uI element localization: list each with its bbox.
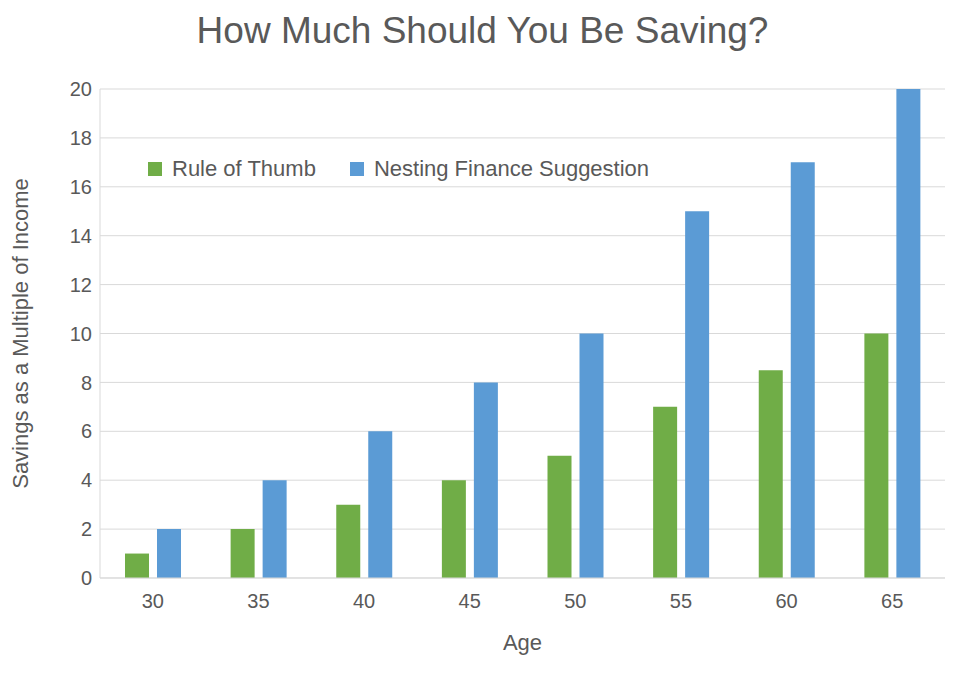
svg-text:6: 6 bbox=[81, 420, 92, 442]
svg-text:4: 4 bbox=[81, 469, 92, 491]
svg-text:55: 55 bbox=[670, 590, 692, 612]
svg-text:60: 60 bbox=[775, 590, 797, 612]
svg-text:10: 10 bbox=[70, 323, 92, 345]
svg-text:65: 65 bbox=[881, 590, 903, 612]
svg-text:30: 30 bbox=[142, 590, 164, 612]
svg-text:40: 40 bbox=[353, 590, 375, 612]
svg-text:45: 45 bbox=[459, 590, 481, 612]
html-text:Nesting Finance Suggestion: Nesting Finance Suggestion bbox=[373, 156, 650, 181]
svg-text:8: 8 bbox=[81, 372, 92, 394]
svg-text:50: 50 bbox=[564, 590, 586, 612]
html-text:How Much Should You Be Saving?: How Much Should You Be Saving? bbox=[196, 10, 769, 51]
svg-text:14: 14 bbox=[70, 225, 92, 247]
svg-text:12: 12 bbox=[70, 274, 92, 296]
svg-text:Age: Age bbox=[503, 630, 542, 655]
svg-text:20: 20 bbox=[70, 78, 92, 100]
svg-text:2: 2 bbox=[81, 518, 92, 540]
html-text:Rule of Thumb: Rule of Thumb bbox=[172, 156, 316, 181]
svg-text:18: 18 bbox=[70, 127, 92, 149]
svg-text:16: 16 bbox=[70, 176, 92, 198]
svg-text:Savings as a Multiple of Incom: Savings as a Multiple of Income bbox=[8, 178, 33, 489]
svg-text:35: 35 bbox=[247, 590, 269, 612]
svg-text:0: 0 bbox=[81, 567, 92, 589]
